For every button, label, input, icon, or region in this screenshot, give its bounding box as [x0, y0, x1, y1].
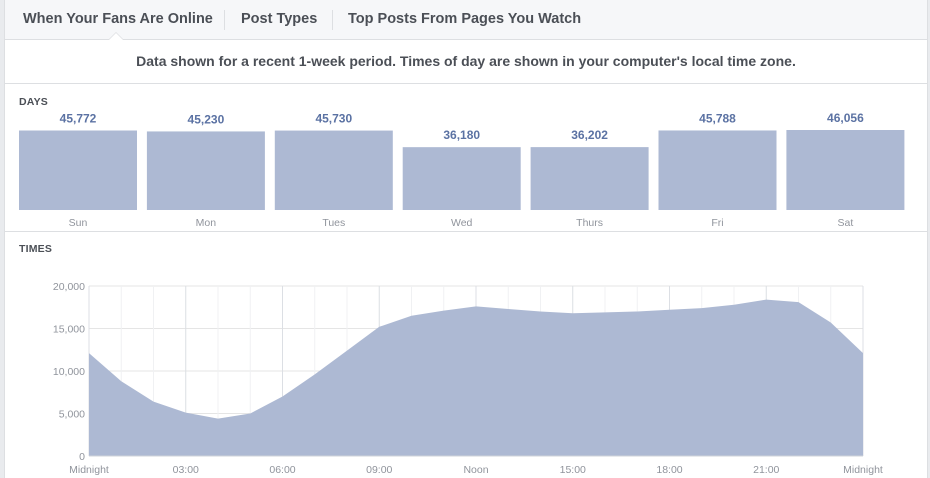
day-value-label: 36,180	[443, 128, 480, 142]
times-area-chart: 0 5,000 10,000 15,000 20,000 Midnight 03:00 06:…	[53, 281, 883, 476]
x-tick-label: Midnight	[69, 464, 109, 476]
y-tick-label: 5,000	[59, 409, 85, 421]
day-value-label: 46,056	[827, 111, 864, 125]
x-tick-label: Midnight	[843, 464, 883, 476]
x-tick-label: 03:00	[173, 464, 199, 476]
y-tick-label: 0	[79, 451, 85, 463]
day-bar-sat	[786, 130, 905, 210]
times-section-label: TIMES	[19, 243, 53, 255]
day-bar-mon	[146, 131, 265, 210]
x-tick-label: Noon	[463, 464, 488, 476]
day-value-label: 36,202	[571, 128, 608, 142]
day-category-label: Wed	[451, 217, 473, 229]
tab-separator	[224, 10, 225, 30]
tab-when-fans-online[interactable]: When Your Fans Are Online	[23, 11, 213, 27]
day-category-label: Thurs	[576, 217, 603, 229]
x-tick-label: 18:00	[656, 464, 682, 476]
day-value-label: 45,730	[315, 112, 352, 126]
y-tick-label: 10,000	[53, 366, 85, 378]
day-value-label: 45,788	[699, 111, 736, 125]
insights-panel: When Your Fans Are Online Post Types Top…	[4, 0, 928, 478]
day-category-label: Mon	[196, 217, 217, 229]
time-zone-notice: Data shown for a recent 1-week period. T…	[5, 40, 927, 84]
day-value-label: 45,772	[60, 111, 97, 125]
day-bar-tues	[274, 130, 393, 210]
day-bar-sun	[19, 130, 137, 210]
times-area-series	[89, 299, 863, 456]
x-tick-label: 15:00	[560, 464, 586, 476]
day-category-label: Sat	[838, 217, 854, 229]
day-category-label: Sun	[69, 217, 88, 229]
tab-top-posts-pages-you-watch[interactable]: Top Posts From Pages You Watch	[348, 11, 582, 27]
day-category-label: Tues	[322, 217, 345, 229]
days-section-label: DAYS	[19, 96, 49, 108]
x-tick-label: 06:00	[269, 464, 295, 476]
y-tick-label: 15,000	[53, 324, 85, 336]
day-category-label: Fri	[711, 217, 723, 229]
section-divider	[5, 231, 927, 232]
active-tab-indicator	[109, 33, 123, 40]
y-tick-label: 20,000	[53, 281, 85, 293]
tab-bar: When Your Fans Are Online Post Types Top…	[5, 0, 927, 40]
days-bar-chart: 45,772 Sun 45,230 Mon 45,730 Tues 36,180 Wed 36,…	[19, 111, 905, 229]
x-tick-label: 09:00	[366, 464, 392, 476]
tab-post-types[interactable]: Post Types	[241, 11, 318, 27]
tab-separator	[332, 10, 333, 30]
day-bar-fri	[658, 130, 777, 210]
x-tick-label: 21:00	[753, 464, 779, 476]
day-bar-wed	[402, 147, 521, 210]
day-value-label: 45,230	[188, 112, 225, 126]
day-bar-thurs	[530, 147, 649, 210]
